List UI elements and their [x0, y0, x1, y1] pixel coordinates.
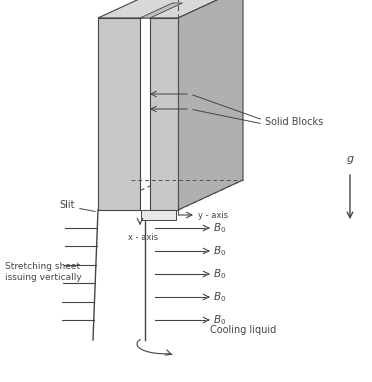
Polygon shape — [98, 0, 243, 18]
Text: Cooling liquid: Cooling liquid — [210, 325, 276, 335]
Text: $B_0$: $B_0$ — [213, 244, 226, 258]
Text: Solid Blocks: Solid Blocks — [265, 117, 323, 127]
Text: Stretching sheet
issuing vertically: Stretching sheet issuing vertically — [5, 262, 82, 282]
Text: $B_0$: $B_0$ — [213, 221, 226, 235]
Polygon shape — [150, 18, 178, 210]
Polygon shape — [140, 3, 183, 18]
Text: x - axis: x - axis — [128, 233, 158, 242]
Polygon shape — [178, 0, 243, 210]
Polygon shape — [98, 18, 140, 210]
Text: $B_0$: $B_0$ — [213, 313, 226, 327]
Text: $g$: $g$ — [346, 154, 354, 166]
Text: Slit: Slit — [60, 200, 75, 210]
Text: y - axis: y - axis — [198, 210, 228, 220]
Bar — [141, 210, 176, 220]
Text: $B_0$: $B_0$ — [213, 267, 226, 281]
Text: $B_0$: $B_0$ — [213, 290, 226, 304]
